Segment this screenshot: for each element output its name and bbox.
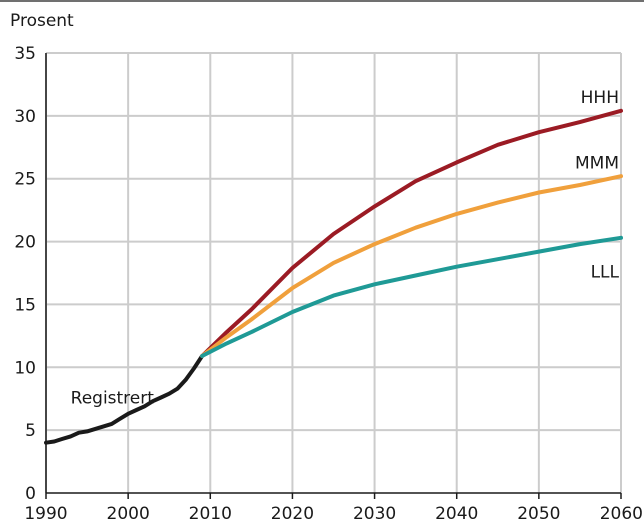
x-tick-label: 2060: [600, 504, 643, 524]
series-line-hhh: [200, 108, 623, 358]
grid: [45, 52, 622, 493]
x-tick-label: 2000: [107, 504, 150, 524]
series-lines: [44, 108, 623, 445]
tick-labels: 0 5 10 15 20 25 30 35 1990 2000 2010 2020 2030 2040 20…: [14, 44, 643, 524]
y-tick-label: 5: [25, 421, 36, 441]
y-tick-label: 0: [25, 484, 36, 504]
axes: [45, 53, 622, 499]
x-tick-label: 2020: [271, 504, 314, 524]
y-tick-label: 15: [14, 295, 36, 315]
series-line-mmm: [200, 174, 623, 358]
series-line-lll: [200, 235, 623, 358]
y-axis-label: Prosent: [10, 11, 74, 31]
series-labels: Registrert HHH MMM LLL: [71, 88, 620, 408]
y-tick-label: 35: [14, 44, 36, 64]
series-label-mmm: MMM: [575, 153, 619, 173]
y-tick-label: 25: [14, 170, 36, 190]
x-tick-label: 1990: [24, 504, 67, 524]
series-label-hhh: HHH: [581, 88, 619, 108]
x-tick-label: 2030: [353, 504, 396, 524]
x-tick-label: 2050: [517, 504, 560, 524]
y-tick-label: 20: [14, 233, 36, 253]
series-label-lll: LLL: [591, 263, 620, 283]
y-tick-label: 30: [14, 107, 36, 127]
series-label-registrert: Registrert: [71, 388, 155, 408]
y-tick-label: 10: [14, 358, 36, 378]
x-tick-label: 2040: [435, 504, 478, 524]
series-line-registrert: [44, 354, 205, 445]
x-tick-label: 2010: [189, 504, 232, 524]
